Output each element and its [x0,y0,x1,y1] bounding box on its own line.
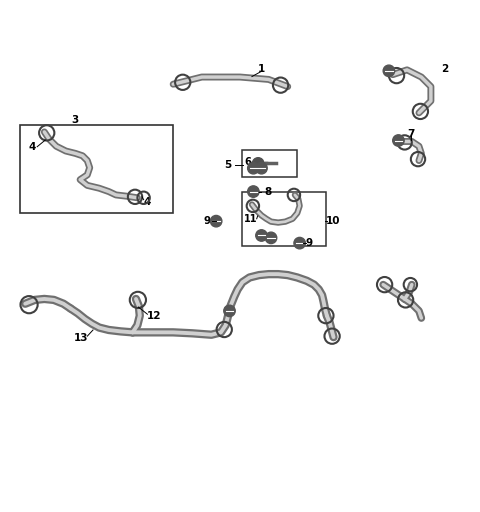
Text: 11: 11 [244,214,258,224]
Text: 8: 8 [264,186,271,197]
Text: 9: 9 [204,216,211,226]
Text: 3: 3 [72,115,79,125]
Circle shape [294,238,305,249]
Text: 10: 10 [326,216,340,226]
Text: 5: 5 [225,160,232,170]
Circle shape [393,135,404,146]
Text: 4: 4 [143,197,151,207]
Circle shape [265,232,277,244]
Bar [21,125,173,213]
Text: 7: 7 [407,129,415,139]
Circle shape [383,65,395,77]
Circle shape [248,162,259,174]
Circle shape [256,230,267,241]
Circle shape [248,186,259,197]
Bar [242,150,297,177]
Bar [242,191,326,246]
Circle shape [210,216,222,227]
Circle shape [224,305,235,316]
Text: 13: 13 [74,333,89,343]
Text: 6: 6 [244,157,251,167]
Text: 2: 2 [442,64,449,74]
Text: 4: 4 [29,142,36,152]
Text: 9: 9 [306,238,313,248]
Text: 12: 12 [147,311,161,321]
Circle shape [256,162,267,174]
Text: 1: 1 [258,64,265,74]
Circle shape [252,158,264,169]
